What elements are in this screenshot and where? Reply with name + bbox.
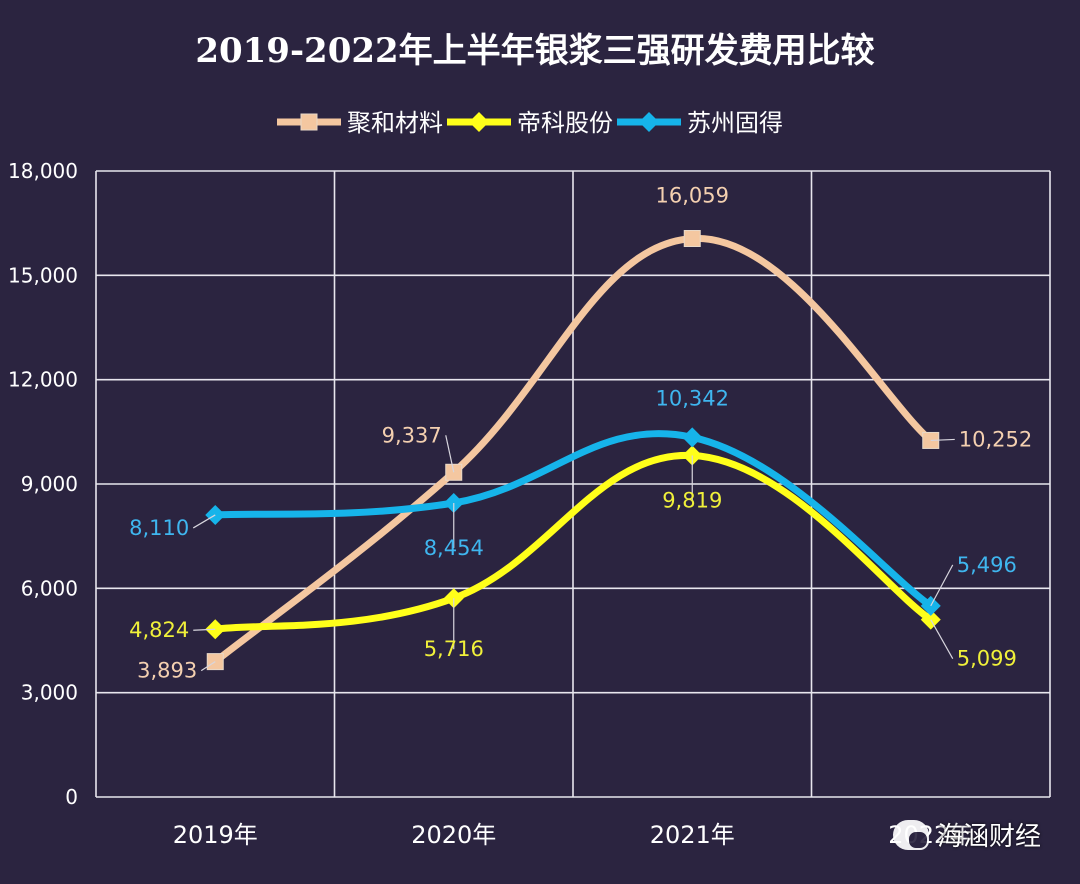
y-tick-label: 3,000 [21, 681, 78, 705]
data-label: 4,824 [129, 618, 189, 642]
legend: 聚和材料 帝科股份 苏州固得 [277, 109, 783, 137]
legend-marker [469, 112, 489, 132]
data-label: 16,059 [656, 184, 729, 208]
legend-item-1: 帝科股份 [447, 109, 613, 137]
series-layer [205, 230, 941, 671]
leader-line [930, 564, 954, 607]
x-tick-label: 2020年 [411, 821, 496, 849]
legend-label: 聚和材料 [347, 109, 443, 137]
x-axis: 2019年 2020年 2021年 2022年 [173, 821, 974, 849]
x-tick-label: 2021年 [650, 821, 735, 849]
y-tick-label: 18,000 [8, 159, 78, 183]
series-line [211, 452, 935, 633]
y-tick-label: 9,000 [21, 472, 78, 496]
data-point [683, 230, 701, 248]
legend-marker [300, 113, 318, 131]
gridlines [95, 170, 1051, 798]
data-label: 5,496 [957, 553, 1017, 577]
leader-line [200, 661, 216, 672]
data-label: 9,337 [382, 423, 442, 447]
chart-title: 2019-2022年上半年银浆三强研发费用比较 [195, 31, 874, 71]
watermark: 海涵财经 [893, 816, 1041, 853]
watermark-text: 海涵财经 [937, 822, 1042, 852]
data-label: 8,454 [424, 536, 484, 560]
data-label: 3,893 [137, 659, 197, 683]
x-tick-label: 2019年 [173, 821, 258, 849]
data-point [443, 492, 464, 513]
data-label: 9,819 [662, 489, 722, 513]
series-line [211, 234, 935, 666]
leader-line [930, 619, 954, 659]
legend-label: 帝科股份 [517, 109, 613, 137]
data-label: 5,099 [957, 647, 1017, 671]
y-tick-label: 12,000 [8, 368, 78, 392]
leader-line [930, 438, 955, 442]
wechat-icon [893, 819, 929, 850]
data-label: 5,716 [424, 637, 484, 661]
legend-marker [639, 112, 659, 132]
y-tick-label: 6,000 [21, 576, 78, 600]
legend-label: 苏州固得 [687, 109, 783, 137]
series-0 [206, 230, 940, 671]
leader-line [445, 435, 455, 473]
data-label: 10,252 [959, 427, 1032, 451]
data-point [682, 427, 703, 448]
leader-line [192, 514, 216, 529]
series-line [211, 430, 935, 610]
data-label: 8,110 [129, 516, 189, 540]
leader-line [193, 628, 216, 631]
data-label: 10,342 [656, 386, 729, 410]
y-tick-label: 15,000 [8, 263, 78, 287]
legend-item-2: 苏州固得 [617, 109, 783, 137]
data-labels-layer: 3,893 9,337 16,059 10,252 4,824 5,716 9,819 5,0… [129, 184, 1032, 683]
y-tick-label: 0 [65, 785, 78, 809]
legend-item-0: 聚和材料 [277, 109, 443, 137]
y-axis: 0 3,000 6,000 9,000 12,000 15,000 18,000 [8, 159, 78, 809]
